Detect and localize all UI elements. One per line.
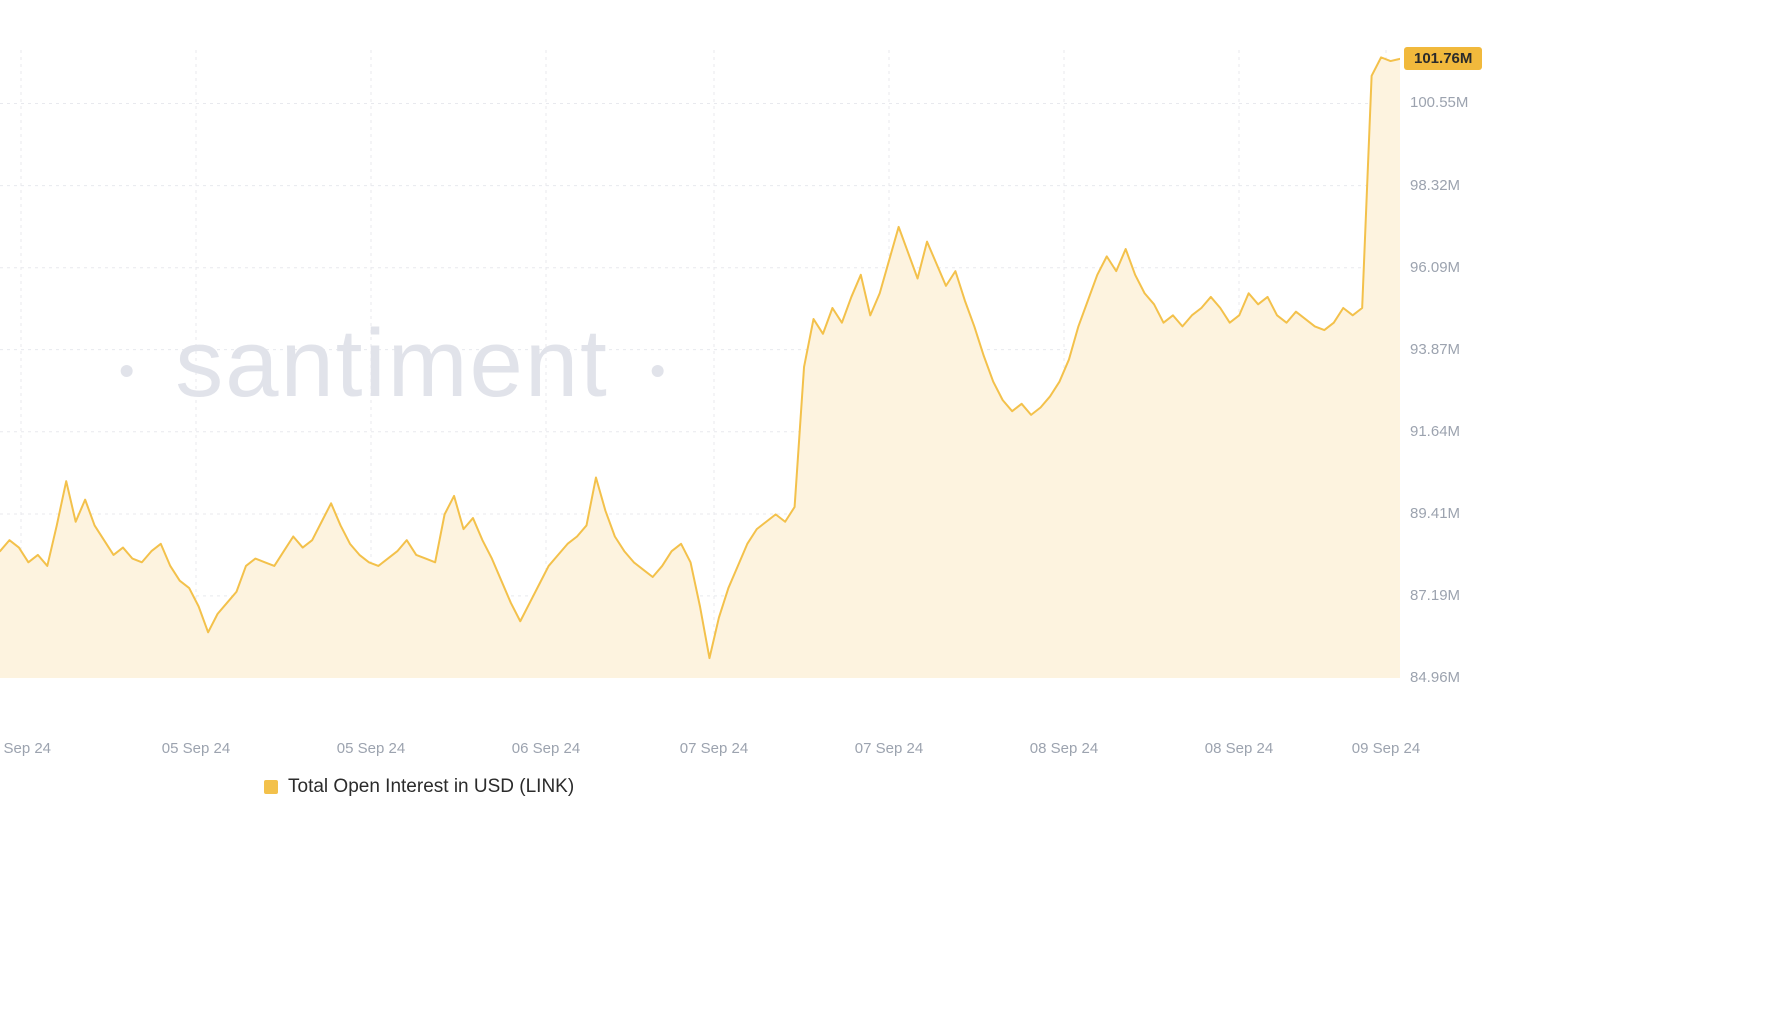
legend-label: Total Open Interest in USD (LINK) bbox=[288, 776, 574, 798]
chart-container: santiment 84.96M 87.19M 89.41M 91.64M 93.87M… bbox=[0, 0, 1792, 1024]
x-tick-label: 05 Sep 24 bbox=[337, 740, 405, 757]
plot-area[interactable]: santiment bbox=[0, 50, 1400, 678]
x-tick-label: 05 Sep 24 bbox=[162, 740, 230, 757]
y-tick-label: 93.87M bbox=[1410, 341, 1460, 358]
y-tick-label: 91.64M bbox=[1410, 423, 1460, 440]
y-tick-label: 100.55M bbox=[1410, 94, 1468, 111]
watermark: santiment bbox=[107, 309, 678, 419]
y-tick-label: 98.32M bbox=[1410, 177, 1460, 194]
y-tick-label: 84.96M bbox=[1410, 669, 1460, 686]
y-tick-label: 89.41M bbox=[1410, 505, 1460, 522]
x-tick-label: 07 Sep 24 bbox=[680, 740, 748, 757]
x-tick-label: 08 Sep 24 bbox=[1030, 740, 1098, 757]
x-tick-label: 08 Sep 24 bbox=[1205, 740, 1273, 757]
x-tick-label: 06 Sep 24 bbox=[512, 740, 580, 757]
current-value-badge: 101.76M bbox=[1404, 47, 1482, 70]
x-tick-label: 4 Sep 24 bbox=[0, 740, 51, 757]
y-tick-label: 96.09M bbox=[1410, 259, 1460, 276]
y-tick-label: 87.19M bbox=[1410, 587, 1460, 604]
legend: Total Open Interest in USD (LINK) bbox=[264, 776, 574, 798]
x-tick-label: 07 Sep 24 bbox=[855, 740, 923, 757]
legend-swatch bbox=[264, 780, 278, 794]
x-tick-label: 09 Sep 24 bbox=[1352, 740, 1420, 757]
